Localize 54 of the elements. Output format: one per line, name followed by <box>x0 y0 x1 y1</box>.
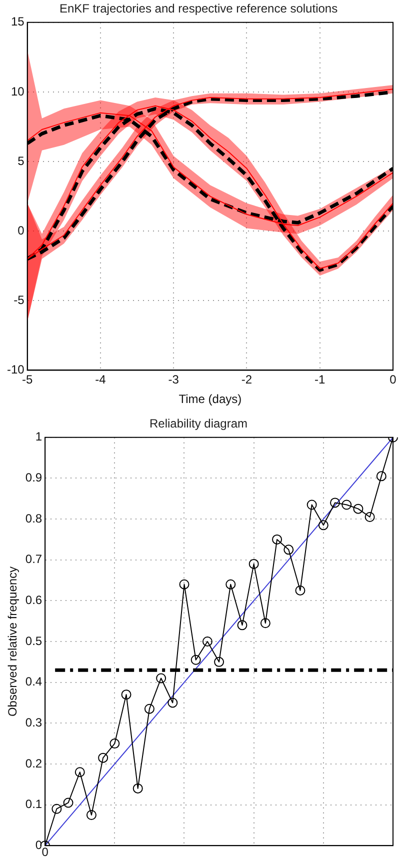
point <box>52 804 62 814</box>
point <box>318 520 328 530</box>
x-axis-title: Time (days) <box>178 392 242 406</box>
point <box>156 673 166 684</box>
point <box>306 500 317 510</box>
point <box>98 752 108 763</box>
chart-title: Reliability diagram <box>149 416 248 431</box>
point <box>179 579 190 590</box>
point <box>74 767 85 778</box>
point <box>168 698 178 708</box>
point <box>226 579 236 590</box>
x-tick-label: -2 <box>241 372 252 387</box>
y-tick-label: 0.1 <box>25 797 42 812</box>
point <box>295 585 306 596</box>
y-tick-label: -10 <box>7 362 25 377</box>
point <box>121 690 132 700</box>
y-tick-label: 0.8 <box>25 511 42 526</box>
y-tick-label: 5 <box>18 154 25 168</box>
point <box>214 656 224 667</box>
y-tick-label: -5 <box>14 292 25 307</box>
point <box>237 620 248 630</box>
x-tick-label: 0 <box>390 372 397 387</box>
point <box>376 471 386 482</box>
point <box>86 810 96 820</box>
point <box>364 512 375 522</box>
y-tick-label: 0.4 <box>25 674 42 689</box>
point <box>132 783 143 794</box>
point <box>63 798 74 808</box>
point <box>110 738 120 749</box>
y-tick-label: 0.9 <box>25 470 42 485</box>
chart-title: EnKF trajectories and respective reference solutions <box>59 2 338 16</box>
point <box>342 500 352 510</box>
point <box>284 544 294 555</box>
y-tick-label: 0.5 <box>25 634 42 648</box>
x-tick-label: -3 <box>168 372 180 387</box>
point <box>144 704 154 714</box>
y-tick-label: 0.2 <box>25 756 42 770</box>
point <box>190 654 201 665</box>
point <box>353 504 364 514</box>
point <box>272 534 282 544</box>
y-tick-label: 0 <box>18 223 25 238</box>
y-tick-label: 1 <box>35 430 42 444</box>
y-tick-label: 0.3 <box>25 715 42 730</box>
x-tick-label: -1 <box>314 372 326 387</box>
point <box>260 618 270 628</box>
x-tick-label: -4 <box>95 372 106 387</box>
point <box>330 498 340 508</box>
y-tick-label: 15 <box>10 14 25 29</box>
y-axis-title: Observed relative frequency <box>6 566 20 717</box>
point <box>248 558 259 569</box>
point <box>202 636 212 646</box>
y-tick-label: 0.7 <box>25 552 42 566</box>
y-tick-label: 10 <box>10 84 25 98</box>
y-tick-label: 0.6 <box>25 592 42 607</box>
